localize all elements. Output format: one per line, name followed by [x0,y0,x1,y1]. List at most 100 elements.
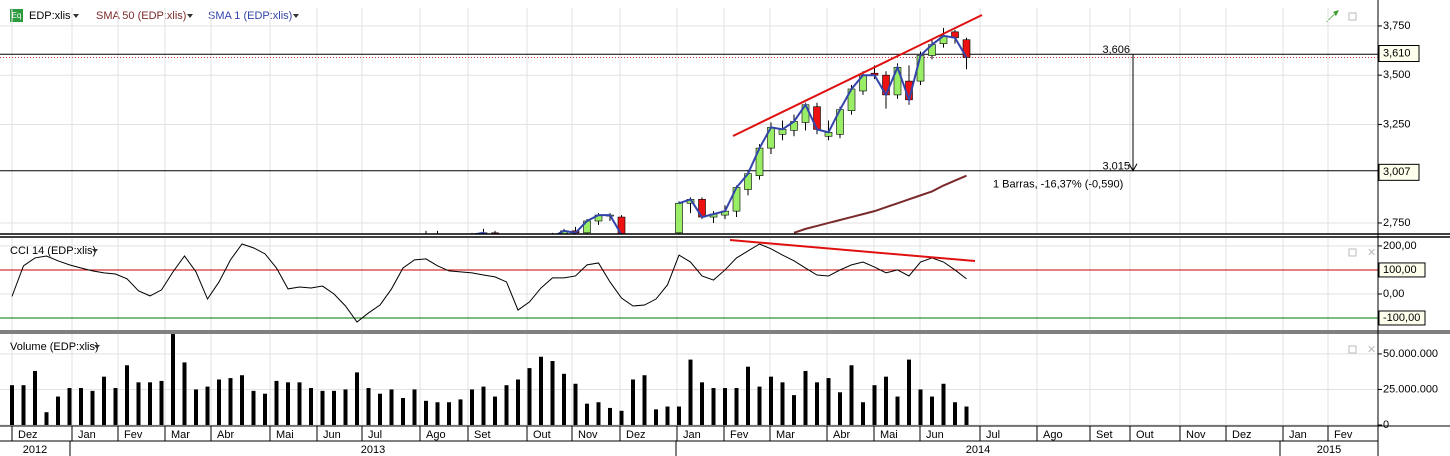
dropdown-arrow [94,345,100,349]
volume-bar [90,390,95,425]
panel-close[interactable]: ✕ [1367,344,1376,356]
volume-bar [33,370,37,425]
y-tick-label: 2,750 [1383,217,1411,229]
symbol-icon[interactable] [10,9,23,22]
dropdown-arrow[interactable] [73,14,79,18]
volume-bar [608,407,612,425]
x-tick-label: Dez [18,429,38,441]
x-tick-label: Nov [1186,429,1206,441]
volume-bar [619,410,624,425]
volume-bar [286,382,290,425]
tool-icon[interactable] [1326,10,1339,22]
dropdown-arrow[interactable] [187,14,193,18]
x-tick-label: Jan [1289,429,1307,441]
volume-bar [332,390,336,425]
legend-sma1[interactable]: SMA 1 (EDP:xlis) [208,10,292,22]
candle-body [675,202,683,234]
x-tick-label: Dez [1232,429,1252,441]
x-tick-label: Jan [78,429,96,441]
volume-bar [205,386,210,425]
dropdown-arrow [92,249,98,253]
volume-bar [194,389,198,425]
volume-bar [67,388,72,425]
volume-bar [803,370,808,425]
x-tick-label: Mar [776,429,795,441]
volume-bar [849,365,854,425]
volume-bar [424,400,428,425]
volume-bar [826,378,831,425]
legend-sma50[interactable]: SMA 50 (EDP:xlis) [96,10,186,22]
tick-tag [1378,262,1426,278]
volume-bar [263,393,267,425]
y-tick-label: 50.000.000 [1383,348,1438,360]
x-tick-label: Jul [986,429,1000,441]
volume-bar [562,373,566,425]
measure-label: 1 Barras, -16,37% (-0,590) [993,179,1123,191]
x-tick-label: Mai [276,429,294,441]
panel-button[interactable] [1348,345,1357,354]
volume-bar [527,368,532,425]
volume-bar [573,383,578,425]
candle-body [617,216,626,234]
measure-arrowhead [1128,163,1138,172]
volume-bar [964,406,969,425]
volume-bar [240,375,244,425]
volume-bar [401,397,405,425]
sma50-line [793,174,967,234]
panel-close[interactable]: ✕ [1367,247,1376,259]
volume-bar [907,359,911,425]
volume-bar [677,406,681,425]
measure-level-label: 3,015 [1102,161,1130,173]
x-tick-label: Jun [323,429,341,441]
volume-bar [171,334,175,425]
symbol-icon-text: Eq [12,11,22,20]
tick-tag [1378,310,1426,326]
volume-bar [148,382,152,425]
x-tick-label: Fev [1334,429,1353,441]
volume-bar [217,379,221,425]
x-tick-label: Ago [1043,429,1063,441]
volume-bar [884,376,888,425]
panel-button[interactable] [1348,248,1357,257]
volume-bar [504,385,509,425]
x-tick-label: Set [1096,429,1113,441]
x-tick-label: Out [533,429,551,441]
y-tick-label: 0,00 [1383,288,1404,300]
dropdown-arrow[interactable] [293,14,299,18]
panel-button[interactable] [1348,12,1357,21]
y-tick-label: 200,00 [1383,240,1417,252]
price-tag [1378,163,1420,181]
volume-bar [470,389,474,425]
volume-bar [550,361,555,425]
volume-bar [539,356,543,425]
cci-line [11,243,967,323]
price-tag [1378,45,1420,63]
volume-bar [585,403,589,425]
x-tick-label: Nov [578,429,598,441]
volume-bar [125,365,129,425]
volume-bar [458,399,463,425]
volume-bar [918,389,923,425]
volume-bar [516,379,520,425]
volume-bar [251,390,256,425]
volume-bar [746,366,750,425]
volume-bar [596,402,601,425]
y-tick-label: 3,750 [1383,20,1411,32]
x-tick-label: Ago [426,429,446,441]
volume-bar [44,412,49,425]
volume-bar [355,372,359,425]
volume-bar [493,396,497,425]
measure-level-label: 3,606 [1102,44,1130,56]
volume-bar [631,379,635,425]
volume-bar [953,402,957,425]
volume-bar [872,385,877,425]
x-tick-label: Abr [217,429,234,441]
volume-bar [102,376,106,425]
legend-symbol[interactable]: EDP:xlis [29,10,71,22]
volume-bar [930,396,934,425]
volume-bar [113,388,118,425]
volume-bar [861,402,865,425]
volume-bar [309,388,313,425]
year-label: 2015 [1317,444,1341,456]
